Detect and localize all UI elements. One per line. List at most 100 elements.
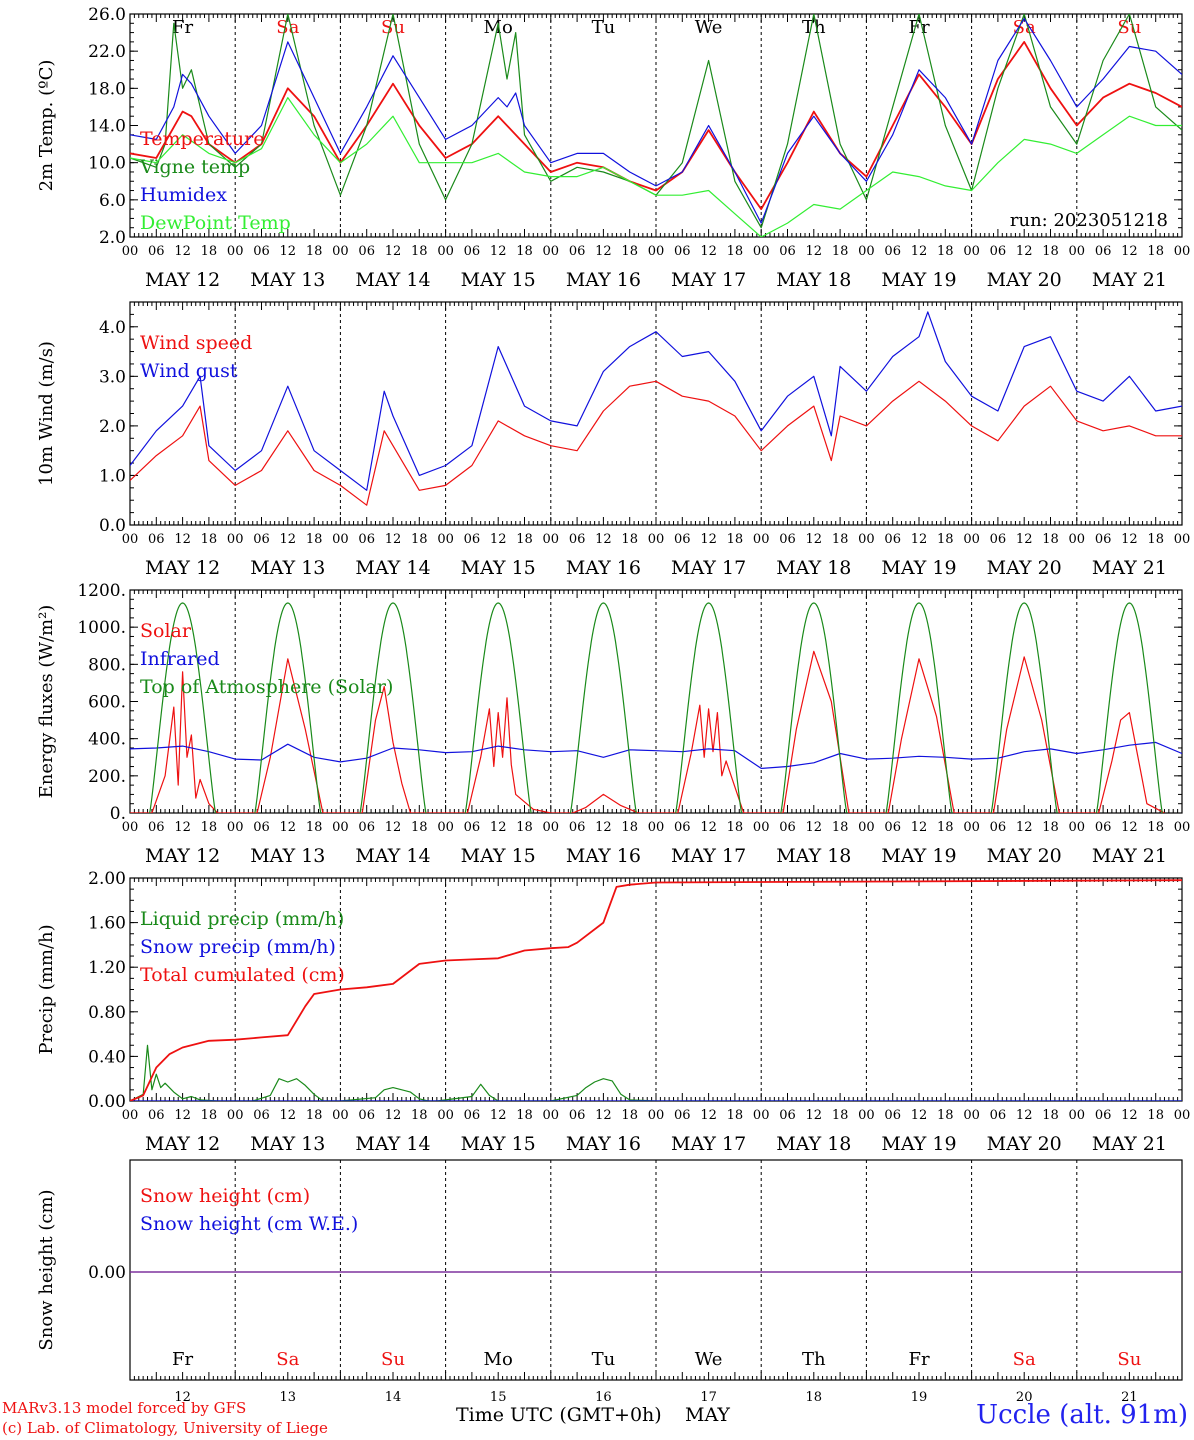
- x-hour-label: 18: [621, 1108, 638, 1123]
- series-line-temperature: [130, 41, 1182, 210]
- x-hour-label: 18: [516, 244, 533, 259]
- x-hour-label: 12: [280, 532, 297, 547]
- x-hour-label: 00: [648, 820, 665, 835]
- x-day-number: 16: [595, 1390, 612, 1405]
- day-abbr-label: Fr: [172, 17, 193, 38]
- run-annotation: run: 2023051218: [1010, 210, 1168, 231]
- x-date-label: MAY 16: [566, 845, 641, 867]
- x-date-label: MAY 14: [355, 557, 430, 579]
- x-hour-label: 12: [1121, 532, 1138, 547]
- x-date-label: MAY 21: [1092, 269, 1167, 291]
- x-hour-label: 18: [306, 244, 323, 259]
- x-date-label: MAY 12: [145, 557, 220, 579]
- x-hour-label: 00: [227, 532, 244, 547]
- panel-temp: 2.0 6.0 10.0 14.0 18.0 22.0 26.0 2m Temp. (ºC) 0…: [36, 5, 1190, 291]
- x-date-label: MAY 16: [566, 269, 641, 291]
- x-date-label: MAY 20: [987, 845, 1062, 867]
- series-line-total-cumulated-cm: [130, 879, 1182, 1101]
- x-hour-label: 00: [753, 532, 770, 547]
- x-hour-label: 06: [674, 532, 691, 547]
- plot-frame: [129, 301, 1183, 526]
- legend-entry: DewPoint Temp: [140, 212, 291, 234]
- y-tick-label: 10.0: [88, 154, 126, 174]
- series-line-humidex: [130, 18, 1182, 224]
- y-tick-label: 400.: [88, 730, 126, 750]
- x-hour-label: 18: [411, 244, 428, 259]
- x-hour-label: 00: [963, 532, 980, 547]
- x-hour-label: 18: [516, 532, 533, 547]
- y-tick-label: 0.0: [99, 516, 126, 536]
- x-hour-label: 12: [1121, 1108, 1138, 1123]
- series-line-dewpoint-temp: [130, 97, 1182, 237]
- x-hour-label: 06: [358, 532, 375, 547]
- x-hour-label: 06: [464, 244, 481, 259]
- y-tick-label: 1.0: [99, 466, 126, 486]
- x-date-label: MAY 13: [250, 1133, 325, 1155]
- legend-entry: Snow precip (mm/h): [140, 936, 336, 958]
- x-hour-label: 12: [385, 1108, 402, 1123]
- plot-frame: [129, 589, 1183, 814]
- legend-entry: Snow height (cm W.E.): [140, 1213, 358, 1235]
- x-hour-label: 06: [253, 532, 270, 547]
- x-hour-label: 06: [148, 244, 165, 259]
- day-abbr-label: Fr: [172, 1349, 193, 1370]
- x-date-label: MAY 18: [776, 1133, 851, 1155]
- x-hour-label: 12: [490, 532, 507, 547]
- x-hour-label: 00: [648, 532, 665, 547]
- panel-snow: 0.00 Snow height (cm) Fr 12 Sa 13 Su 14 Mo 15 Tu 16…: [36, 1159, 1183, 1405]
- x-hour-label: 06: [1095, 820, 1112, 835]
- x-hour-label: 18: [727, 532, 744, 547]
- x-hour-label: 06: [358, 820, 375, 835]
- day-abbr-label: Mo: [484, 17, 513, 38]
- x-hour-label: 06: [148, 532, 165, 547]
- x-hour-label: 12: [595, 532, 612, 547]
- y-axis-label: Snow height (cm): [36, 1189, 57, 1350]
- x-hour-label: 06: [148, 1108, 165, 1123]
- x-hour-label: 12: [1016, 244, 1033, 259]
- x-hour-label: 00: [543, 244, 560, 259]
- x-hour-label: 06: [779, 820, 796, 835]
- x-day-number: 12: [174, 1390, 191, 1405]
- y-tick-label: 22.0: [88, 42, 126, 62]
- legend-entry: Humidex: [140, 184, 227, 206]
- x-hour-label: 06: [358, 1108, 375, 1123]
- x-hour-label: 12: [911, 820, 928, 835]
- x-hour-label: 18: [201, 244, 218, 259]
- x-hour-label: 18: [1042, 1108, 1059, 1123]
- x-hour-label: 06: [779, 1108, 796, 1123]
- x-hour-label: 18: [832, 1108, 849, 1123]
- x-hour-label: 18: [937, 1108, 954, 1123]
- x-hour-label: 18: [201, 532, 218, 547]
- series-line-liquid-precip-mm-h: [130, 1044, 1182, 1101]
- x-date-label: MAY 21: [1092, 845, 1167, 867]
- x-hour-label: 18: [727, 820, 744, 835]
- x-hour-label: 18: [621, 244, 638, 259]
- x-hour-label: 12: [1121, 244, 1138, 259]
- x-hour-label: 12: [700, 1108, 717, 1123]
- x-hour-label: 18: [306, 1108, 323, 1123]
- x-hour-label: 18: [411, 1108, 428, 1123]
- x-date-label: MAY 14: [355, 269, 430, 291]
- legend-entry: Vigne temp: [139, 156, 250, 178]
- station-label: Uccle (alt. 91m): [976, 1400, 1188, 1430]
- x-hour-label: 00: [227, 820, 244, 835]
- y-tick-label: 1.60: [88, 914, 126, 934]
- x-date-label: MAY 18: [776, 557, 851, 579]
- y-tick-label: 1.20: [88, 958, 126, 978]
- x-hour-label: 18: [1147, 1108, 1164, 1123]
- x-hour-label: 00: [1174, 820, 1191, 835]
- y-axis-label: 2m Temp. (ºC): [36, 60, 57, 192]
- x-hour-label: 00: [543, 532, 560, 547]
- x-hour-label: 00: [753, 244, 770, 259]
- x-hour-label: 12: [595, 820, 612, 835]
- x-hour-label: 06: [884, 244, 901, 259]
- legend-entry: Snow height (cm): [140, 1185, 310, 1207]
- x-date-label: MAY 17: [671, 269, 746, 291]
- x-hour-label: 18: [621, 532, 638, 547]
- day-abbr-label: Su: [381, 17, 405, 38]
- x-hour-label: 12: [700, 532, 717, 547]
- series-line-infrared: [130, 741, 1182, 769]
- y-tick-label: 0.: [110, 804, 126, 824]
- x-date-label: MAY 17: [671, 557, 746, 579]
- x-date-label: MAY 20: [987, 1133, 1062, 1155]
